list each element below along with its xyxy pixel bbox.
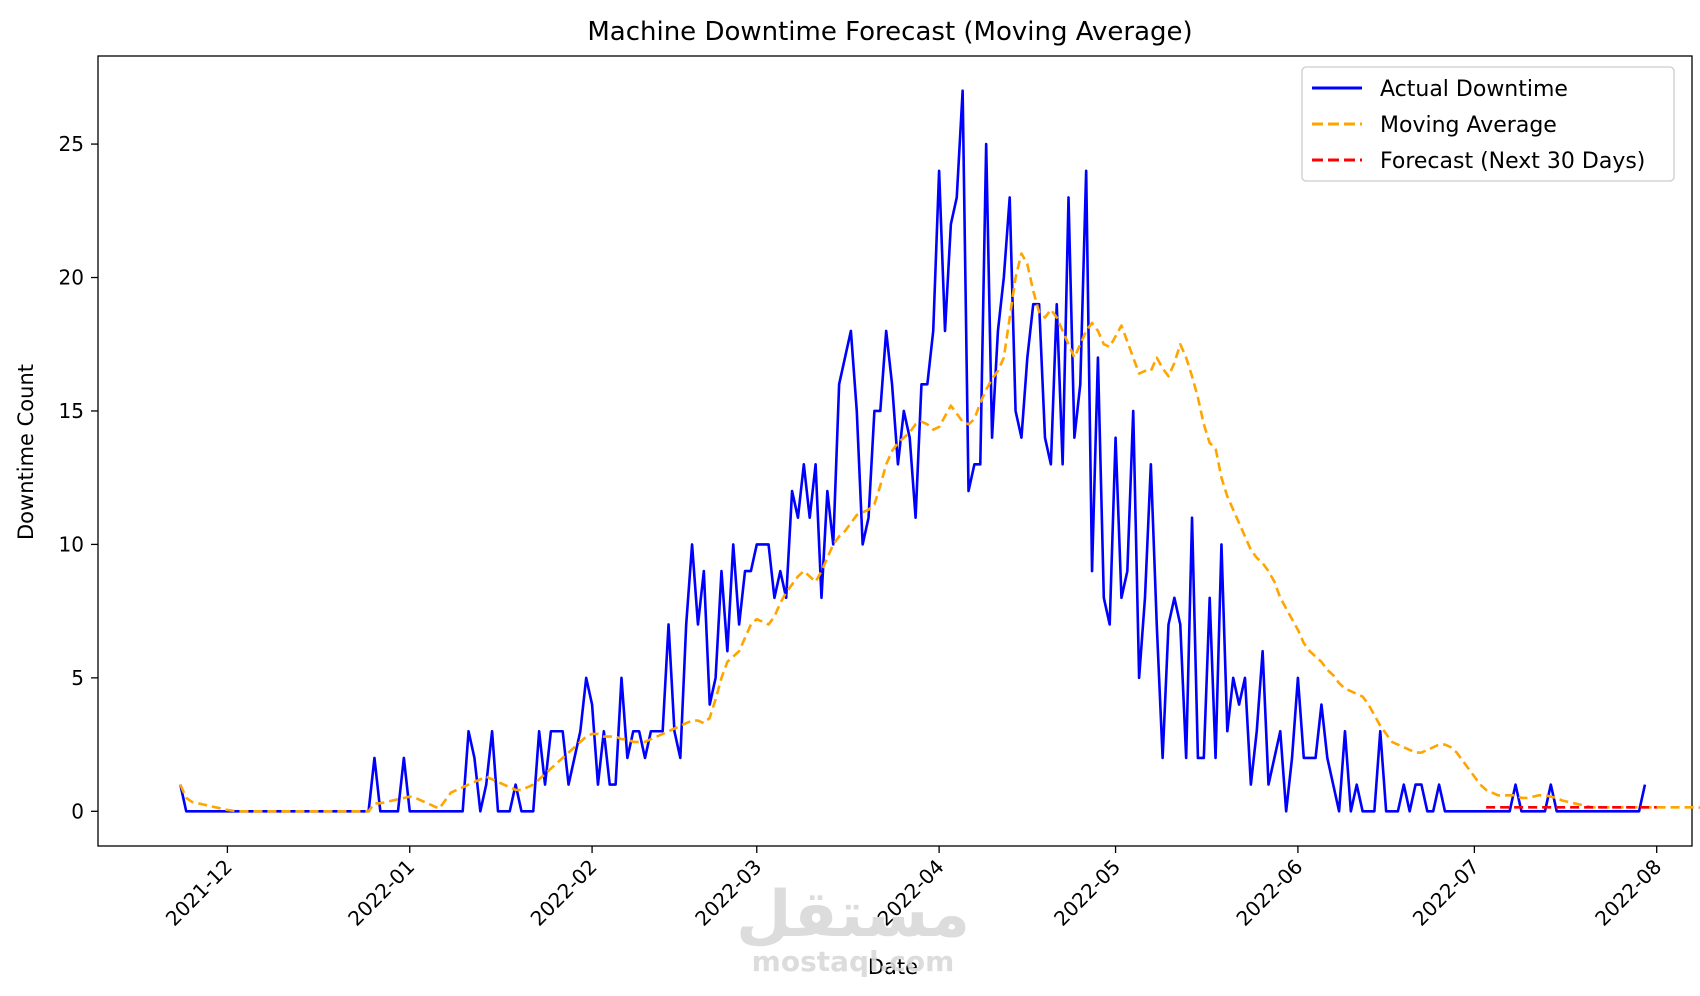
y-tick-label: 0 — [71, 799, 84, 823]
legend-label-actual: Actual Downtime — [1380, 77, 1568, 102]
plot-area — [97, 55, 1700, 847]
x-axis-title: Date — [868, 955, 918, 979]
watermark-logo: مستقل — [736, 878, 970, 952]
y-axis-title: Downtime Count — [14, 364, 38, 540]
legend: Actual Downtime Moving Average Forecast … — [1301, 66, 1675, 182]
watermark-site: mostaql.com — [752, 945, 955, 978]
y-tick-label: 10 — [59, 532, 84, 556]
plot-frame — [97, 55, 1693, 847]
chart-title: Machine Downtime Forecast (Moving Averag… — [587, 17, 1192, 47]
mostaql-watermark: مستقل mostaql.com — [736, 878, 970, 978]
y-tick-label: 20 — [59, 266, 84, 290]
y-axis: 0 5 10 15 20 25 — [59, 132, 98, 823]
y-tick-label: 15 — [59, 399, 84, 423]
y-tick-label: 5 — [71, 666, 84, 690]
series-layer — [179, 89, 1700, 813]
legend-label-forecast: Forecast (Next 30 Days) — [1380, 149, 1645, 174]
y-tick-label: 25 — [59, 132, 84, 156]
series-line-moving-average — [179, 252, 1700, 813]
legend-label-moving-average: Moving Average — [1380, 113, 1557, 138]
legend-box — [1301, 66, 1675, 182]
series-line-actual-downtime — [179, 89, 1647, 813]
